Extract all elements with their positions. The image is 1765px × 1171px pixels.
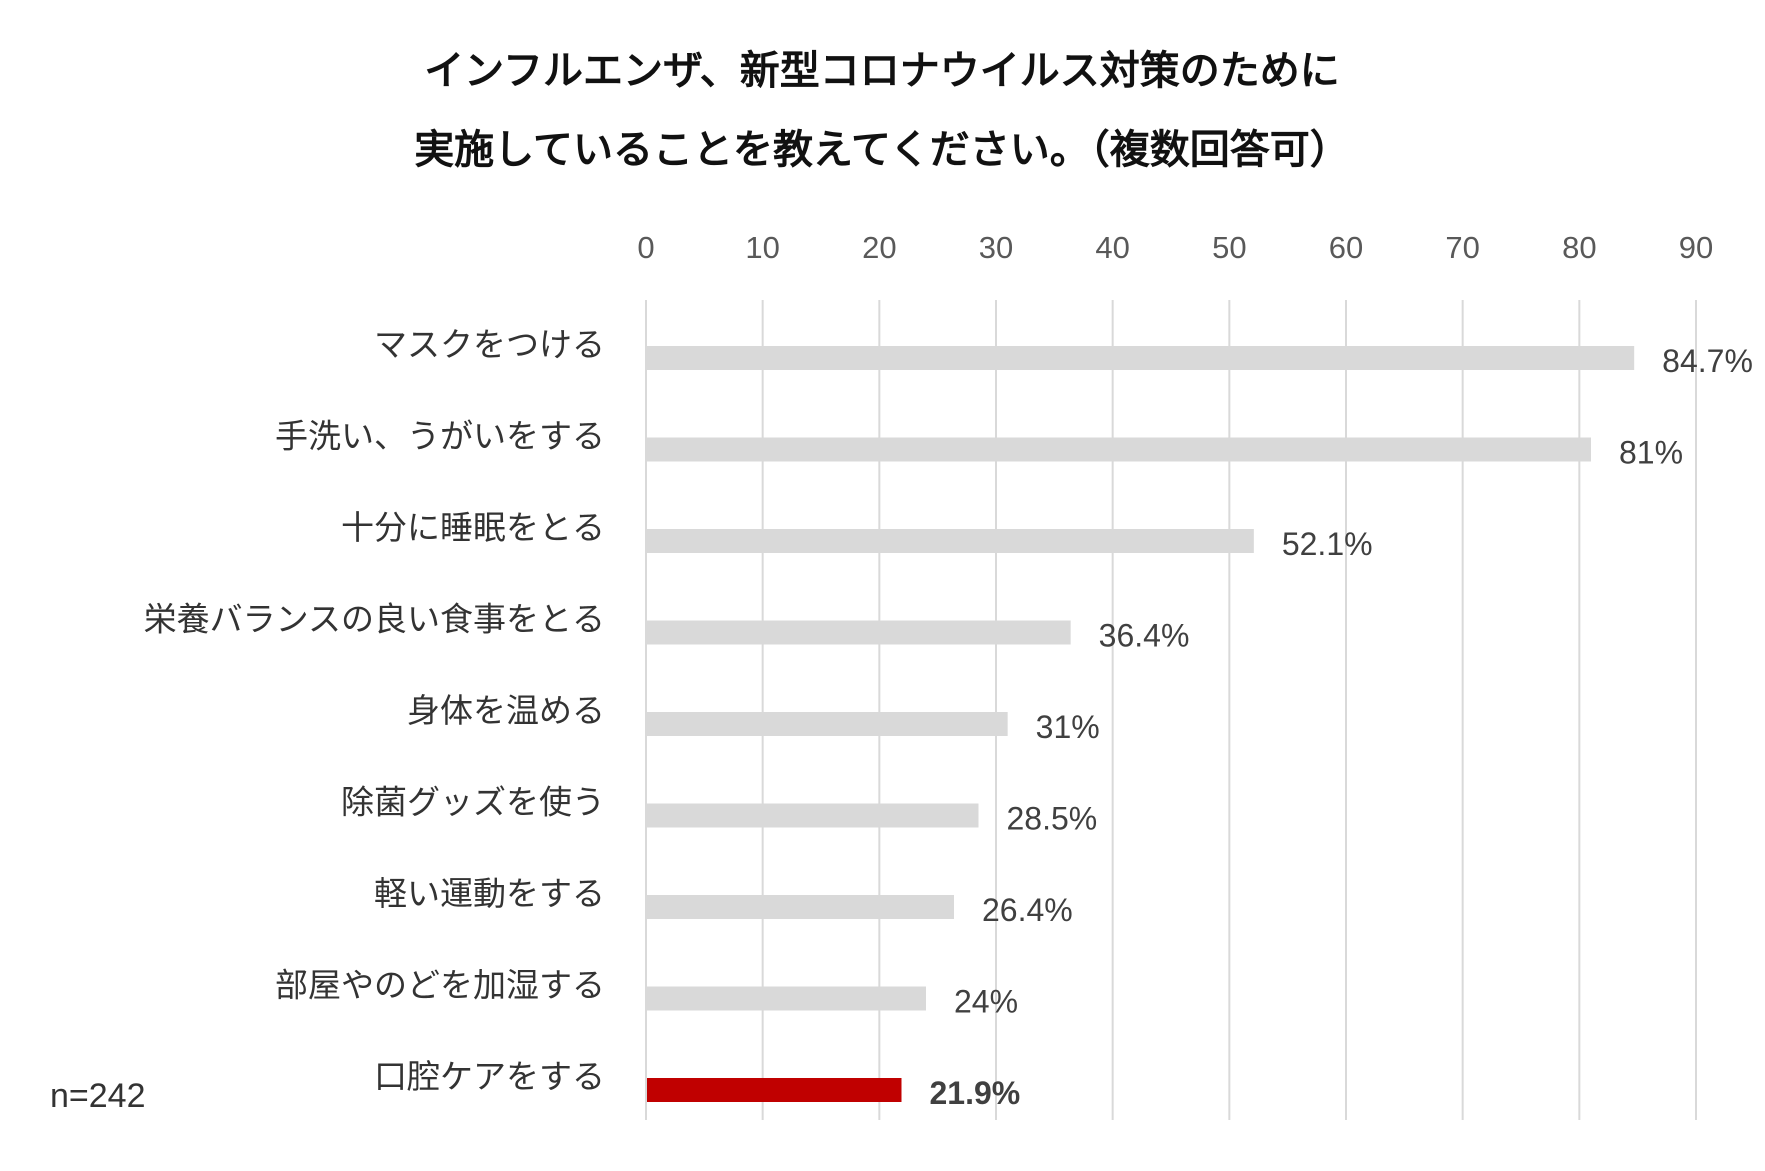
x-tick-label-70: 70 xyxy=(1445,230,1479,265)
bars xyxy=(647,346,1635,1102)
data-label-8: 21.9% xyxy=(930,1075,1021,1111)
bar-5 xyxy=(647,803,979,828)
gridlines xyxy=(645,300,1697,1120)
x-tick-label-20: 20 xyxy=(862,230,896,265)
chart-title-line-1: インフルエンザ、新型コロナウイルス対策のために xyxy=(424,48,1340,94)
data-label-6: 26.4% xyxy=(982,892,1073,928)
chart-title-line-2: 実施していることを教えてください。（複数回答可） xyxy=(414,127,1350,173)
bar-2 xyxy=(647,529,1254,553)
category-label-8: 口腔ケアをする xyxy=(374,1057,605,1096)
x-axis-ticks: 0 10 20 30 40 50 60 70 80 90 xyxy=(637,230,1713,265)
x-tick-label-50: 50 xyxy=(1212,230,1246,265)
sample-size-note: n=242 xyxy=(50,1077,146,1115)
category-label-1: 手洗い、うがいをする xyxy=(275,417,605,456)
data-labels: 84.7% 81% 52.1% 36.4% 31% 28.5% 26.4% 24% 21.9% xyxy=(930,343,1753,1111)
data-label-3: 36.4% xyxy=(1099,618,1190,654)
chart-title: インフルエンザ、新型コロナウイルス対策のために 実施していることを教えてください… xyxy=(414,48,1350,173)
category-label-3: 栄養バランスの良い食事をとる xyxy=(144,600,605,639)
data-label-0: 84.7% xyxy=(1662,343,1753,379)
category-labels: マスクをつける手洗い、うがいをする十分に睡眠をとる栄養バランスの良い食事をとる身… xyxy=(144,325,605,1096)
category-label-0: マスクをつける xyxy=(374,325,605,364)
bar-1 xyxy=(647,437,1591,462)
bar-6 xyxy=(647,895,954,919)
data-label-1: 81% xyxy=(1619,435,1683,471)
category-label-7: 部屋やのどを加湿する xyxy=(275,966,605,1005)
category-label-6: 軽い運動をする xyxy=(374,874,605,913)
x-tick-label-90: 90 xyxy=(1679,230,1713,265)
x-tick-label-80: 80 xyxy=(1562,230,1596,265)
category-label-2: 十分に睡眠をとる xyxy=(341,508,605,547)
bar-4 xyxy=(647,712,1008,736)
category-label-4: 身体を温める xyxy=(407,691,605,730)
bar-8 xyxy=(647,1078,902,1102)
bar-0 xyxy=(647,346,1635,370)
data-label-4: 31% xyxy=(1036,709,1100,745)
x-tick-label-40: 40 xyxy=(1095,230,1129,265)
x-tick-label-10: 10 xyxy=(745,230,779,265)
data-label-2: 52.1% xyxy=(1282,526,1373,562)
x-tick-label-60: 60 xyxy=(1329,230,1363,265)
data-label-7: 24% xyxy=(954,984,1018,1020)
x-tick-label-30: 30 xyxy=(979,230,1013,265)
bar-3 xyxy=(647,620,1071,645)
x-tick-label-0: 0 xyxy=(637,230,654,265)
data-label-5: 28.5% xyxy=(1007,801,1098,837)
bar-7 xyxy=(647,986,926,1011)
category-label-5: 除菌グッズを使う xyxy=(341,783,605,822)
